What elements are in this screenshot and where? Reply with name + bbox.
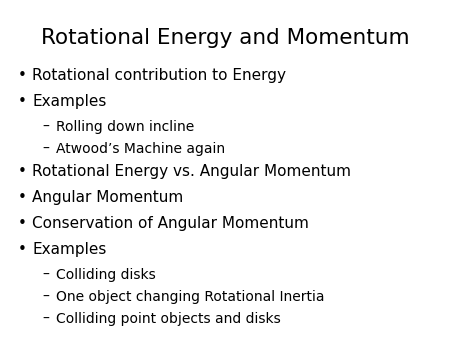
Text: –: – <box>42 142 49 156</box>
Text: Rotational contribution to Energy: Rotational contribution to Energy <box>32 68 286 83</box>
Text: Examples: Examples <box>32 242 106 257</box>
Text: •: • <box>18 94 27 109</box>
Text: Colliding point objects and disks: Colliding point objects and disks <box>56 312 281 326</box>
Text: Angular Momentum: Angular Momentum <box>32 190 183 205</box>
Text: –: – <box>42 120 49 134</box>
Text: •: • <box>18 164 27 179</box>
Text: •: • <box>18 190 27 205</box>
Text: Examples: Examples <box>32 94 106 109</box>
Text: Rotational Energy vs. Angular Momentum: Rotational Energy vs. Angular Momentum <box>32 164 351 179</box>
Text: –: – <box>42 268 49 282</box>
Text: •: • <box>18 68 27 83</box>
Text: One object changing Rotational Inertia: One object changing Rotational Inertia <box>56 290 324 304</box>
Text: •: • <box>18 242 27 257</box>
Text: Conservation of Angular Momentum: Conservation of Angular Momentum <box>32 216 309 231</box>
Text: •: • <box>18 216 27 231</box>
Text: –: – <box>42 290 49 304</box>
Text: Rolling down incline: Rolling down incline <box>56 120 194 134</box>
Text: Colliding disks: Colliding disks <box>56 268 156 282</box>
Text: Rotational Energy and Momentum: Rotational Energy and Momentum <box>40 28 410 48</box>
Text: Atwood’s Machine again: Atwood’s Machine again <box>56 142 225 156</box>
Text: –: – <box>42 312 49 326</box>
